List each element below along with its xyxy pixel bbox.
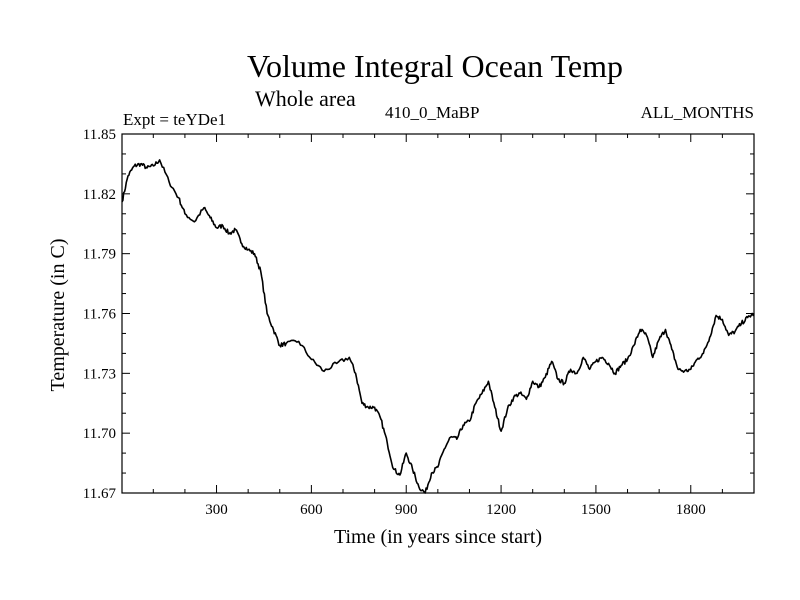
x-axis-label: Time (in years since start) — [333, 526, 543, 548]
run-label: 410_0_MaBP — [385, 103, 480, 122]
y-axis: 11.67 11.70 11.73 11.76 11.79 11.82 11.85 — [83, 127, 754, 502]
y-tick-label: 11.79 — [83, 247, 116, 263]
y-tick-label: 11.67 — [83, 486, 117, 502]
x-axis: 300 600 900 1200 1500 1800 — [152, 134, 723, 518]
y-tick-label: 11.85 — [83, 127, 116, 143]
x-tick-label: 300 — [205, 502, 228, 518]
y-tick-label: 11.82 — [83, 187, 116, 203]
chart-title: Volume Integral Ocean Temp — [246, 48, 623, 84]
series-group — [121, 159, 755, 494]
y-tick-label: 11.73 — [83, 366, 116, 382]
y-tick-label: 11.76 — [83, 307, 117, 323]
x-tick-label: 1200 — [486, 502, 516, 518]
x-tick-label: 600 — [300, 502, 323, 518]
x-tick-label: 900 — [395, 502, 418, 518]
series-line — [121, 159, 755, 494]
x-tick-label: 1500 — [581, 502, 611, 518]
y-tick-label: 11.70 — [83, 426, 116, 442]
chart-subtitle: Whole area — [255, 86, 356, 111]
months-label: ALL_MONTHS — [640, 103, 754, 122]
plot-frame — [121, 133, 755, 494]
x-tick-label: 1800 — [676, 502, 706, 518]
experiment-label: Expt = teYDe1 — [123, 110, 227, 129]
